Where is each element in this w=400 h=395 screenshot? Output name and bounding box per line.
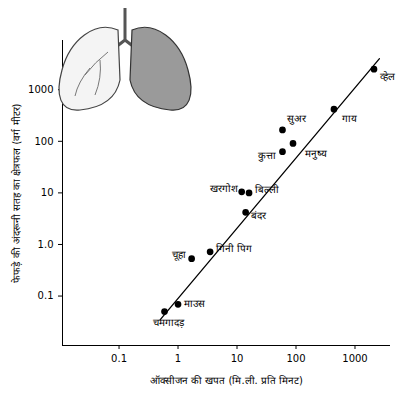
svg-text:100: 100: [34, 136, 53, 147]
svg-text:व्हेल: व्हेल: [380, 71, 395, 82]
svg-text:चूहा: चूहा: [172, 249, 186, 261]
svg-text:बंदर: बंदर: [251, 210, 267, 221]
svg-text:0.1: 0.1: [38, 290, 54, 301]
svg-text:कुत्ता: कुत्ता: [258, 150, 276, 162]
svg-text:10: 10: [231, 353, 244, 364]
svg-text:माउस: माउस: [184, 298, 205, 309]
svg-text:गिनी पिग: गिनी पिग: [216, 243, 252, 254]
svg-text:चमगादड़: चमगादड़: [153, 317, 185, 328]
svg-text:ऑक्सीजन की खपत (मि.ली. प्रति म: ऑक्सीजन की खपत (मि.ली. प्रति मिनट): [150, 375, 303, 386]
svg-text:सुअर: सुअर: [287, 113, 307, 125]
svg-text:1000: 1000: [342, 353, 367, 364]
svg-text:10: 10: [41, 187, 54, 198]
svg-text:0.1: 0.1: [111, 353, 127, 364]
svg-text:गाय: गाय: [342, 113, 357, 124]
svg-text:1.0: 1.0: [38, 239, 54, 250]
svg-text:फेफड़े की अंदरूनी सतह का क्षेत: फेफड़े की अंदरूनी सतह का क्षेत्रफल (वर्ग…: [11, 103, 22, 282]
svg-text:खरगोश: खरगोश: [210, 183, 238, 194]
svg-text:बिल्ली: बिल्ली: [255, 184, 279, 195]
svg-text:100: 100: [286, 353, 305, 364]
svg-text:1: 1: [175, 353, 181, 364]
svg-text:1000: 1000: [28, 84, 53, 95]
svg-text:मनुष्य: मनुष्य: [305, 148, 327, 160]
